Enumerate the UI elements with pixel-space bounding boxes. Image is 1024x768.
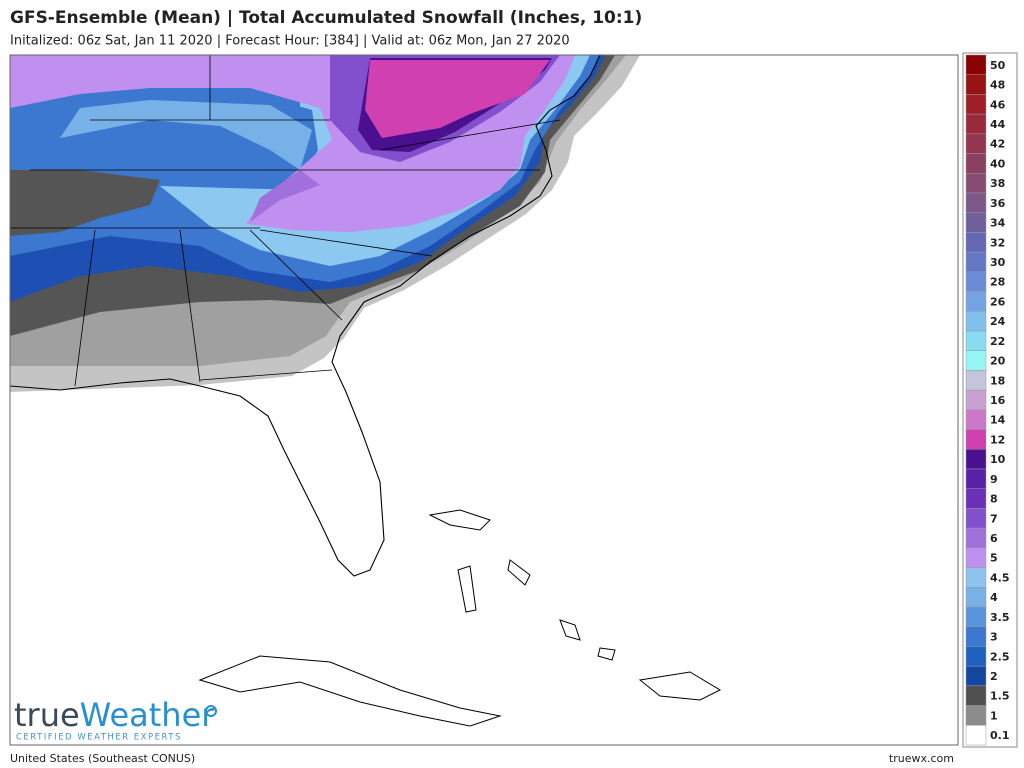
map	[9, 54, 959, 746]
legend-label: 16	[990, 394, 1006, 407]
legend-swatch	[965, 488, 987, 509]
legend-label: 42	[990, 138, 1005, 151]
legend-label: 34	[990, 217, 1006, 230]
title: GFS-Ensemble (Mean) | Total Accumulated …	[10, 8, 642, 28]
legend: 5048464442403836343230282624222018161412…	[962, 52, 1018, 748]
legend-swatch	[965, 626, 987, 647]
legend-label: 8	[990, 493, 998, 506]
legend-swatch	[965, 725, 987, 746]
logo-part: Weather	[80, 696, 216, 734]
legend-swatch	[965, 291, 987, 312]
legend-label: 46	[990, 98, 1006, 111]
legend-swatch	[965, 389, 987, 411]
legend-swatch	[965, 113, 987, 135]
legend-swatch	[965, 567, 987, 588]
legend-swatch	[965, 705, 987, 726]
legend-swatch	[965, 153, 987, 174]
legend-swatch	[965, 232, 987, 253]
legend-label: 2	[990, 670, 998, 683]
legend-swatch	[965, 468, 987, 489]
legend-label: 9	[990, 473, 998, 486]
legend-label: 20	[990, 355, 1006, 368]
legend-label: 44	[990, 118, 1006, 131]
legend-swatch	[965, 527, 987, 549]
logo-tagline: CERTIFIED WEATHER EXPERTS	[16, 733, 182, 743]
legend-label: 0.1	[990, 729, 1010, 742]
legend-swatch	[965, 212, 987, 233]
legend-swatch	[965, 251, 987, 273]
legend-label: 4	[990, 591, 998, 604]
legend-swatch	[965, 547, 987, 568]
legend-swatch	[965, 54, 987, 75]
legend-swatch	[965, 646, 987, 667]
legend-label: 3.5	[990, 611, 1010, 624]
legend-label: 3	[990, 631, 998, 644]
legend-label: 50	[990, 59, 1006, 72]
legend-label: 10	[990, 453, 1006, 466]
legend-label: 12	[990, 433, 1005, 446]
legend-swatch	[965, 330, 987, 351]
legend-label: 28	[990, 276, 1005, 289]
legend-swatch	[965, 370, 987, 391]
legend-swatch	[965, 685, 987, 706]
legend-swatch	[965, 271, 987, 292]
legend-label: 1	[990, 709, 998, 722]
legend-label: 1.5	[990, 690, 1010, 703]
legend-label: 14	[990, 414, 1006, 427]
legend-label: 4.5	[990, 571, 1010, 584]
subtitle: Initalized: 06z Sat, Jan 11 2020 | Forec…	[10, 34, 570, 49]
legend-swatch	[965, 429, 987, 450]
legend-label: 48	[990, 79, 1005, 92]
legend-label: 26	[990, 295, 1006, 308]
legend-swatch	[965, 587, 987, 608]
legend-swatch	[965, 173, 987, 194]
legend-label: 36	[990, 197, 1006, 210]
legend-swatch	[965, 508, 987, 529]
legend-swatch	[965, 74, 987, 95]
legend-swatch	[965, 665, 987, 687]
legend-label: 2.5	[990, 650, 1010, 663]
legend-label: 7	[990, 512, 998, 525]
legend-label: 24	[990, 315, 1006, 328]
legend-label: 40	[990, 157, 1006, 170]
legend-swatch	[965, 409, 987, 430]
logo-text: trueWeather	[14, 696, 215, 734]
legend-label: 6	[990, 532, 998, 545]
legend-label: 5	[990, 552, 998, 565]
legend-swatch	[965, 192, 987, 213]
footer-region: United States (Southeast CONUS)	[10, 752, 195, 765]
legend-label: 30	[990, 256, 1006, 269]
legend-label: 38	[990, 177, 1005, 190]
logo-part: true	[14, 696, 80, 734]
legend-swatch	[965, 311, 987, 332]
legend-swatch	[965, 94, 987, 115]
legend-label: 18	[990, 374, 1005, 387]
legend-swatch	[965, 449, 987, 470]
legend-label: 22	[990, 335, 1005, 348]
legend-label: 32	[990, 236, 1005, 249]
legend-swatch	[965, 350, 987, 371]
footer-site: truewx.com	[889, 752, 954, 765]
legend-swatch	[965, 133, 987, 154]
legend-swatch	[965, 606, 987, 627]
logo-dot	[205, 705, 217, 717]
